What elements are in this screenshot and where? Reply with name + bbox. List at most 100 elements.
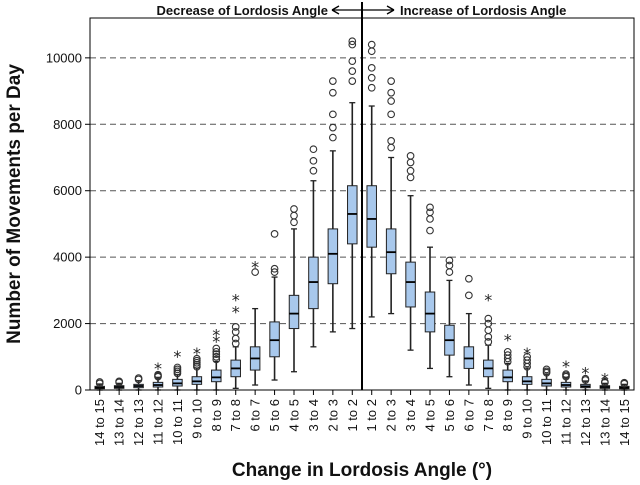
outlier-point [523, 356, 531, 364]
box-iqr [405, 261, 416, 308]
outlier-point [270, 264, 279, 273]
box-iqr [366, 185, 377, 248]
box-group [424, 203, 436, 370]
outlier-point [154, 370, 162, 379]
x-tick-label: 3 to 4 [306, 399, 321, 432]
outlier-point [484, 319, 493, 328]
axis-layer: 0 2000 4000 6000 8000 10000 14 to 15 13 to 14 12… [46, 50, 632, 446]
x-tick-label: 14 to 15 [92, 399, 107, 446]
outlier-point [329, 133, 337, 142]
outlier-point [406, 158, 415, 167]
outlier-point [173, 363, 182, 372]
outlier-point [193, 362, 201, 371]
box-iqr [327, 228, 339, 285]
outlier-point [542, 365, 551, 374]
outlier-point [581, 374, 590, 383]
outlier-point [193, 354, 201, 363]
outlier-point [445, 256, 454, 265]
y-tick-label: 4000 [53, 250, 82, 265]
outlier-point [426, 208, 434, 217]
outlier-point [212, 355, 221, 364]
outlier-point [193, 358, 201, 367]
outlier-point [484, 314, 493, 323]
extreme-point: * [154, 359, 162, 378]
x-tick-label: 6 to 7 [461, 399, 476, 432]
box-iqr [211, 369, 222, 383]
x-tick-label: 11 to 12 [151, 399, 166, 445]
extreme-point: * [601, 369, 609, 388]
x-tick-label: 8 to 9 [209, 399, 224, 432]
y-axis-label: Number of Movements per Day [4, 64, 25, 344]
x-tick-label: 5 to 6 [442, 399, 457, 432]
increase-annotation: Increase of Lordosis Angle [400, 3, 566, 18]
extreme-point: * [484, 291, 492, 310]
x-tick-label: 4 to 5 [423, 399, 438, 432]
outlier-point [231, 323, 240, 331]
outlier-point [231, 328, 240, 336]
outlier-point [367, 47, 376, 56]
box-group: * [172, 347, 183, 391]
outlier-point [387, 110, 395, 119]
box-group: * [599, 369, 611, 391]
extreme-point: * [523, 344, 531, 363]
outlier-point [173, 369, 182, 378]
direction-arrows [331, 5, 395, 15]
outlier-point [290, 211, 298, 220]
extreme-point: * [251, 257, 259, 276]
outlier-point [212, 344, 221, 353]
outlier-point [367, 73, 376, 82]
outlier-point [562, 370, 570, 378]
box-group [133, 374, 144, 391]
box-group [288, 205, 300, 373]
outlier-point [212, 352, 221, 361]
outlier-point [115, 377, 123, 386]
outlier-point [406, 151, 415, 160]
box-group: * [580, 364, 591, 391]
x-tick-label: 14 to 15 [617, 399, 632, 446]
x-tick-label: 13 to 14 [112, 399, 127, 446]
box-iqr [288, 294, 300, 330]
outlier-point [426, 203, 434, 212]
decrease-annotation: Decrease of Lordosis Angle [157, 3, 328, 18]
extreme-point: * [212, 332, 220, 351]
outlier-point [290, 218, 298, 227]
box-group [463, 274, 475, 386]
y-tick-label: 10000 [46, 50, 82, 65]
extreme-point: * [232, 302, 240, 321]
outlier-point [95, 378, 104, 386]
outlier-point [542, 367, 551, 376]
outlier-point [231, 334, 240, 343]
y-tick-label: 6000 [53, 183, 82, 198]
x-tick-label: 9 to 10 [189, 399, 204, 439]
extreme-point: * [173, 347, 181, 366]
box-group: * [483, 291, 494, 389]
x-tick-label: 12 to 13 [578, 399, 593, 446]
box-group: * [249, 257, 261, 386]
outlier-point [348, 40, 357, 49]
outlier-point [270, 268, 279, 276]
box-group: * [521, 344, 533, 391]
outlier-point [620, 378, 629, 387]
outlier-point [426, 215, 434, 223]
x-tick-label: 2 to 3 [325, 399, 340, 432]
outlier-point [290, 205, 298, 213]
outlier-point [309, 156, 318, 165]
x-tick-label: 2 to 3 [384, 399, 399, 432]
outlier-point [484, 333, 493, 341]
extreme-point: * [212, 326, 220, 345]
x-tick-label: 9 to 10 [520, 399, 535, 439]
x-tick-label: 7 to 8 [481, 399, 496, 432]
outlier-point [348, 67, 357, 75]
box-group: * [191, 344, 203, 391]
x-tick-label: 8 to 9 [500, 399, 515, 432]
x-axis-label: Change in Lordosis Angle (°) [232, 460, 492, 481]
outlier-point [387, 88, 395, 97]
box-group [405, 151, 416, 351]
outlier-point [465, 291, 473, 300]
outlier-point [212, 350, 221, 358]
outlier-point [465, 274, 473, 283]
outlier-point [426, 226, 434, 235]
box-iqr [502, 369, 513, 383]
box-group [541, 365, 552, 391]
outlier-point [387, 77, 395, 85]
